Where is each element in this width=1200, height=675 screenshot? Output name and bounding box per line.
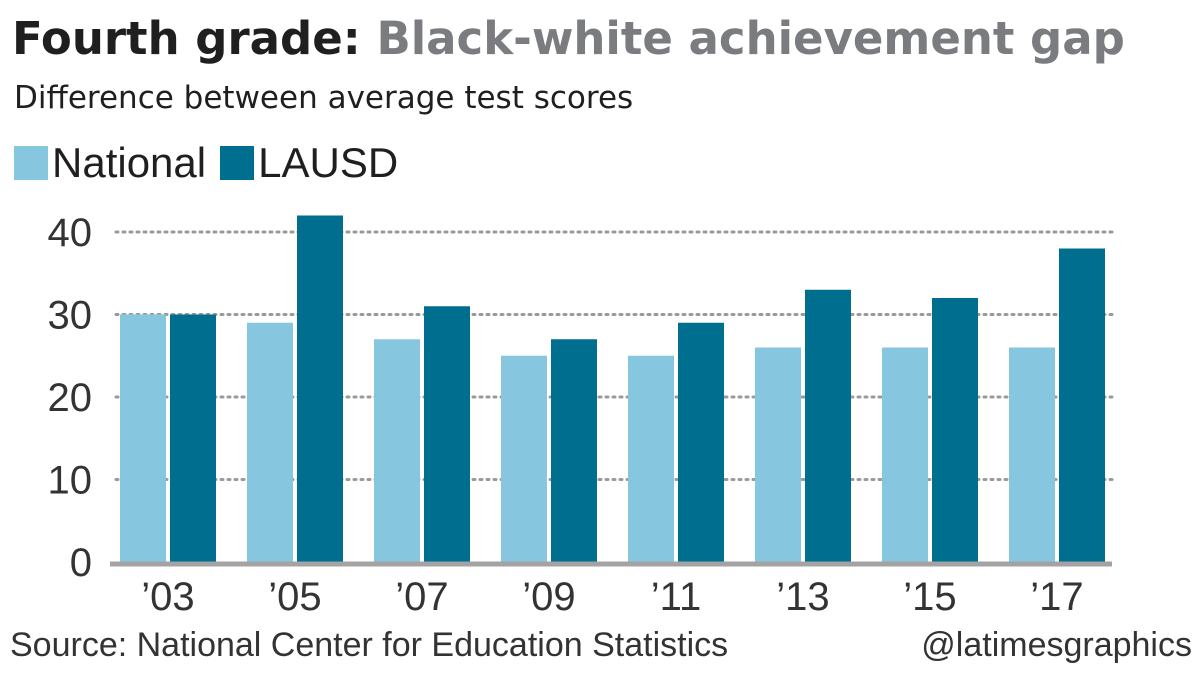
x-tick-label: ’05: [268, 575, 321, 619]
bar-lausd: [424, 306, 470, 562]
chart-title-lead: Fourth grade:: [12, 12, 361, 65]
bar-national: [1009, 347, 1055, 562]
credit-handle: @latimesgraphics: [921, 626, 1192, 664]
bar-chart: 0 10 20 30 40 ’03 ’05 ’07 ’09 ’11 ’13 ’15 ’17: [48, 211, 1114, 619]
x-tick-label: ’17: [1030, 575, 1083, 619]
bar-lausd: [678, 322, 724, 562]
chart-title-rest: Black-white achievement gap: [376, 12, 1125, 65]
bar-national: [501, 355, 547, 562]
bar-lausd: [932, 298, 978, 562]
bar-lausd: [170, 314, 216, 562]
bar-national: [755, 347, 801, 562]
legend-item-lausd: LAUSD: [220, 139, 398, 187]
source-note: Source: National Center for Education St…: [10, 626, 729, 664]
legend-swatch-national: [14, 146, 48, 180]
bar-lausd: [805, 289, 851, 562]
x-tick-label: ’13: [776, 575, 829, 619]
legend-label-lausd: LAUSD: [258, 139, 399, 186]
x-tick-label: ’07: [395, 575, 448, 619]
x-tick-label: ’15: [903, 575, 956, 619]
legend-label-national: National: [52, 139, 207, 186]
legend-swatch-lausd: [220, 146, 255, 180]
bar-national: [374, 339, 420, 562]
bar-national: [882, 347, 928, 562]
chart-subtitle: Difference between average test scores: [14, 80, 634, 116]
y-tick-label: 40: [48, 211, 93, 255]
chart-legend: National LAUSD: [14, 138, 412, 188]
bar-lausd: [551, 339, 597, 562]
y-tick-label: 10: [48, 459, 93, 503]
bar-lausd: [297, 215, 343, 562]
x-tick-label: ’03: [141, 575, 194, 619]
y-tick-label: 30: [48, 294, 93, 338]
bar-national: [628, 355, 674, 562]
legend-item-national: National: [14, 139, 206, 187]
y-tick-label: 20: [48, 376, 93, 420]
x-tick-label: ’11: [651, 575, 701, 619]
bar-national: [247, 322, 293, 562]
x-tick-label: ’09: [522, 575, 575, 619]
chart-title: Fourth grade: Black-white achievement ga…: [12, 8, 1125, 70]
y-tick-label: 0: [70, 541, 92, 585]
bar-national: [120, 314, 166, 562]
bar-lausd: [1059, 248, 1105, 562]
